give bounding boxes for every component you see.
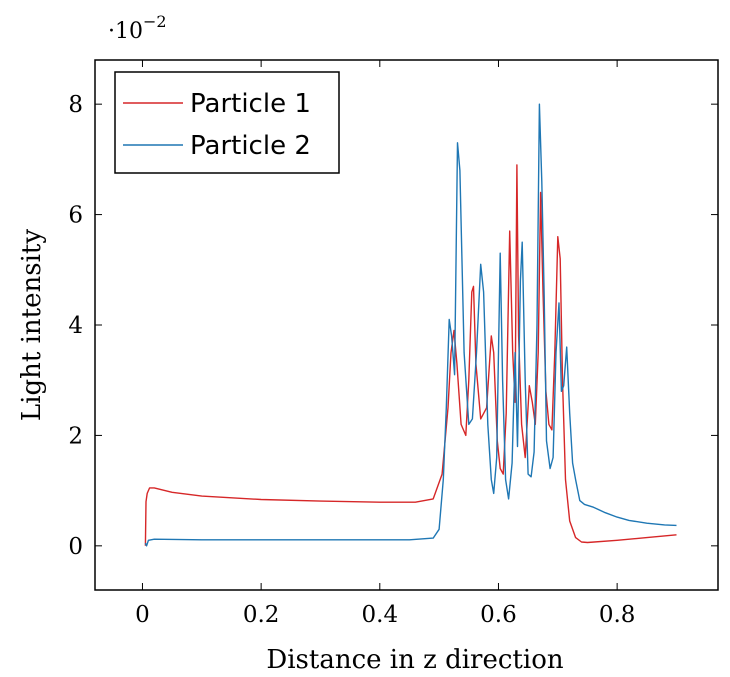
y-tick-label: 6 xyxy=(68,203,83,229)
y-tick-label: 8 xyxy=(68,92,83,118)
x-tick-label: 0.2 xyxy=(243,602,280,628)
x-tick-label: 0 xyxy=(135,602,150,628)
series-lines xyxy=(144,103,677,547)
x-tick-label: 0.8 xyxy=(599,602,636,628)
y-tick-label: 4 xyxy=(68,313,83,339)
y-tick-label: 0 xyxy=(68,534,83,560)
y-tick-label: 2 xyxy=(68,423,83,449)
series-line-particle-2 xyxy=(144,103,677,547)
y-axis-title: Light intensity xyxy=(17,229,47,421)
legend-box xyxy=(114,71,340,174)
x-tick-label: 0.4 xyxy=(362,602,399,628)
axis-ticks: 0 0.2 0.4 0.6 0.8 0 2 4 6 8 xyxy=(68,60,718,628)
x-tick-label: 0.6 xyxy=(480,602,517,628)
legend-label-particle-2: Particle 2 xyxy=(190,131,311,161)
y-scale-factor: ·10−2 xyxy=(108,12,167,44)
series-line-particle-1 xyxy=(144,164,677,546)
legend: Particle 1 Particle 2 xyxy=(114,71,340,174)
legend-label-particle-1: Particle 1 xyxy=(190,89,311,119)
x-axis-title: Distance in z direction xyxy=(266,645,563,675)
